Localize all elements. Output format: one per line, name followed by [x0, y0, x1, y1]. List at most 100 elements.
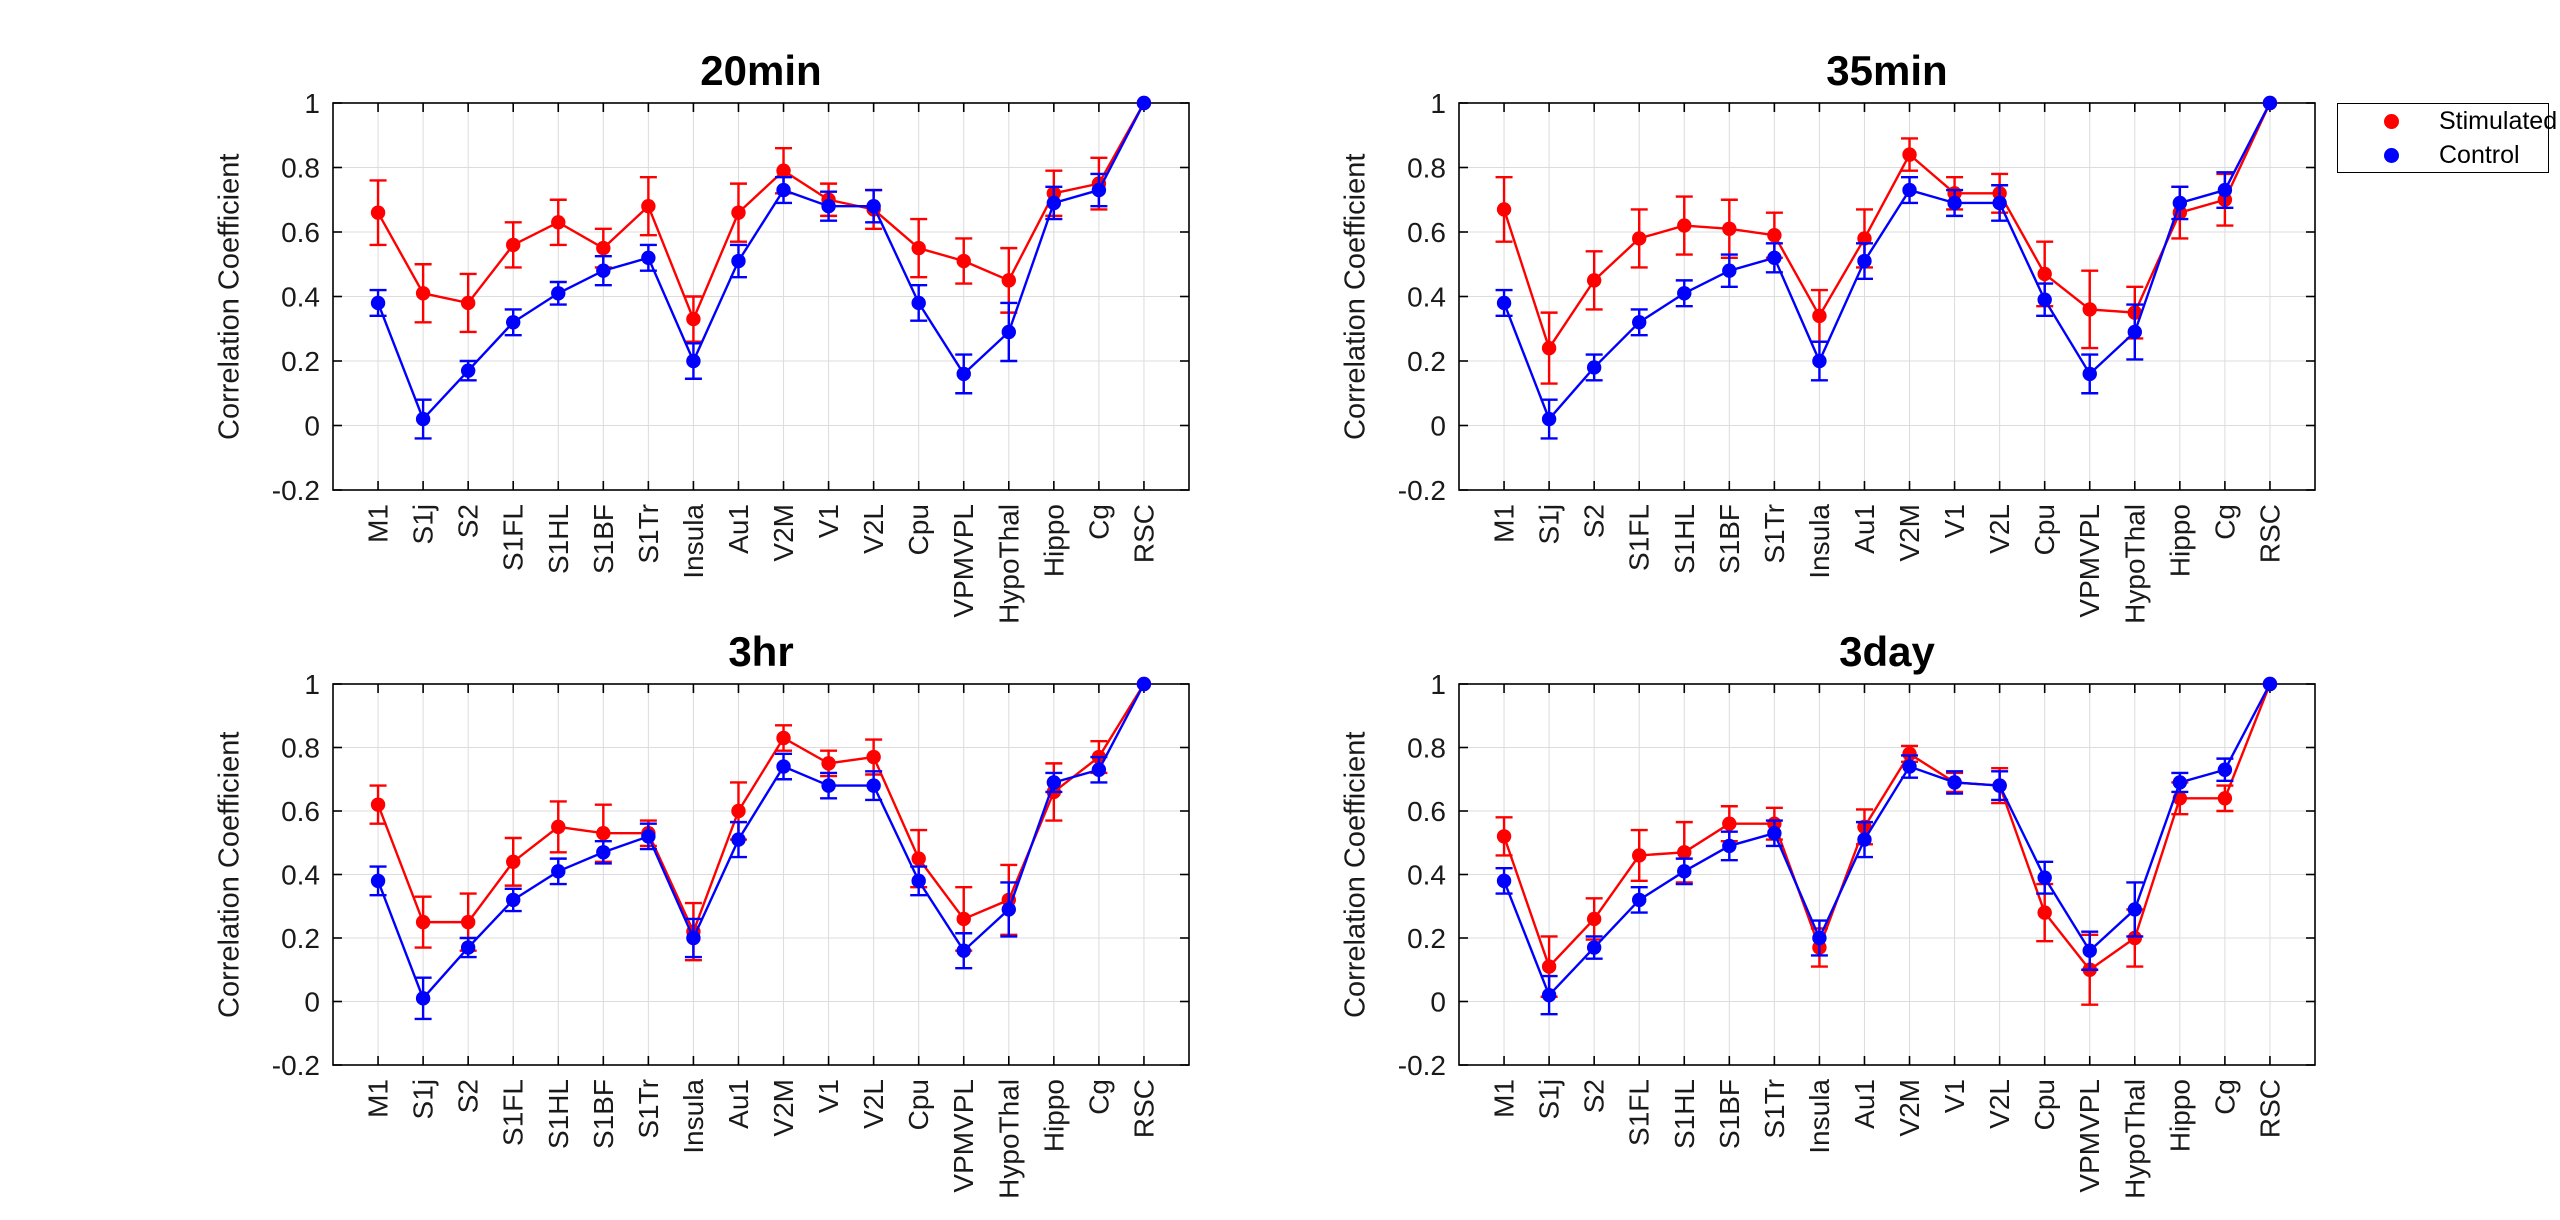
data-point	[1541, 987, 1557, 1003]
data-point	[1632, 231, 1647, 246]
svg-text:Insula: Insula	[1804, 504, 1835, 579]
svg-text:S1Tr: S1Tr	[1759, 504, 1790, 564]
data-point	[415, 411, 431, 427]
tick-marks	[333, 102, 1189, 491]
legend-item-stimulated: Stimulated	[2384, 108, 2557, 134]
series-line	[376, 102, 1146, 422]
svg-text:0.4: 0.4	[1407, 860, 1446, 891]
data-point	[506, 892, 521, 908]
control-marker-icon	[2384, 147, 2399, 163]
svg-text:Cg: Cg	[2209, 504, 2240, 540]
data-point	[956, 911, 971, 927]
data-point	[1677, 864, 1692, 879]
data-point	[1857, 231, 1872, 246]
data-point	[460, 295, 476, 311]
series-stimulated	[369, 676, 1152, 962]
data-point	[1001, 273, 1016, 288]
data-point	[686, 311, 701, 327]
data-point	[776, 730, 791, 746]
svg-text:S2: S2	[453, 1079, 484, 1113]
tick-marks	[1459, 683, 2315, 1066]
svg-text:S2: S2	[1579, 504, 1610, 538]
svg-text:0.4: 0.4	[281, 282, 320, 313]
data-point	[2262, 676, 2278, 692]
y-tick-labels: -0.2 0 0.2 0.4 0.6 0.8 1	[272, 88, 320, 506]
svg-text:Hippo: Hippo	[1038, 504, 1069, 577]
svg-text:Au1: Au1	[723, 1079, 754, 1129]
svg-text:S1HL: S1HL	[543, 1079, 574, 1149]
data-point	[2172, 775, 2188, 790]
svg-text:S1FL: S1FL	[1624, 1079, 1655, 1146]
data-point	[1001, 902, 1016, 917]
svg-text:Cpu: Cpu	[903, 1079, 934, 1130]
data-point	[2037, 905, 2052, 920]
tick-marks	[1459, 102, 2315, 491]
data-point	[1992, 195, 2007, 211]
data-point	[2262, 95, 2278, 111]
svg-text:0: 0	[304, 987, 320, 1018]
svg-text:VPMVPL: VPMVPL	[948, 1079, 979, 1193]
svg-text:0.4: 0.4	[281, 860, 320, 891]
svg-text:0.6: 0.6	[1407, 217, 1446, 248]
data-point	[1902, 746, 1917, 762]
data-point	[866, 778, 881, 793]
data-point	[415, 286, 431, 301]
data-point	[2127, 324, 2142, 340]
data-point	[1046, 775, 1062, 790]
svg-text:S1BF: S1BF	[1714, 1079, 1745, 1149]
svg-text:0.2: 0.2	[1407, 346, 1446, 377]
data-point	[1136, 676, 1152, 692]
svg-text:0.6: 0.6	[281, 217, 320, 248]
data-point	[1541, 411, 1557, 427]
svg-text:S1Tr: S1Tr	[1759, 1079, 1790, 1139]
data-point	[731, 253, 746, 269]
series-control	[1495, 95, 2278, 440]
y-axis-label-1: Correlation Coefficient	[213, 153, 246, 440]
svg-text:Au1: Au1	[1849, 1079, 1880, 1129]
svg-text:0.8: 0.8	[1407, 733, 1446, 764]
data-point	[2217, 762, 2233, 777]
svg-text:0.2: 0.2	[281, 923, 320, 954]
data-point	[506, 315, 521, 330]
data-point	[1857, 253, 1872, 269]
gridlines	[333, 684, 1189, 1065]
svg-text:M1: M1	[363, 504, 394, 543]
series-stimulated	[1495, 95, 2278, 385]
legend-item-control: Control	[2384, 142, 2548, 168]
svg-text:S1j: S1j	[1534, 504, 1565, 544]
data-point	[776, 759, 791, 774]
data-point	[1947, 775, 1962, 790]
data-point	[1496, 873, 1512, 889]
data-point	[911, 873, 926, 889]
data-point	[641, 829, 656, 844]
panel-35min: -0.2 0 0.2 0.4 0.6 0.8 1 M1 S1j S2 S1FL S1HL S1BF S1T…	[1398, 88, 2316, 624]
panel-title-3day: 3day	[1839, 628, 1935, 675]
data-point	[1496, 295, 1512, 311]
data-point	[1902, 759, 1917, 774]
svg-text:-0.2: -0.2	[1398, 1050, 1446, 1081]
data-point	[2217, 791, 2233, 806]
y-axis-label-2: Correlation Coefficient	[1339, 153, 1372, 440]
data-point	[2127, 902, 2142, 917]
svg-text:S1BF: S1BF	[588, 1079, 619, 1149]
data-point	[370, 873, 386, 889]
series-line	[1502, 683, 2272, 972]
svg-text:S1j: S1j	[408, 1079, 439, 1119]
data-point	[1767, 228, 1782, 243]
svg-text:S1Tr: S1Tr	[633, 504, 664, 564]
svg-text:V1: V1	[1939, 504, 1970, 538]
data-point	[1722, 221, 1737, 236]
svg-text:1: 1	[304, 88, 320, 119]
svg-text:V2L: V2L	[858, 1079, 889, 1129]
data-point	[596, 845, 611, 860]
panel-3hr: -0.2 0 0.2 0.4 0.6 0.8 1 M1 S1j S2 S1FL S1HL S1BF S1T…	[272, 669, 1190, 1199]
y-tick-labels: -0.2 0 0.2 0.4 0.6 0.8 1	[272, 669, 320, 1081]
svg-text:Au1: Au1	[723, 504, 754, 554]
data-point	[460, 940, 476, 955]
series-line	[377, 102, 1145, 323]
data-point	[506, 854, 521, 869]
svg-text:1: 1	[1430, 88, 1446, 119]
svg-text:Cpu: Cpu	[903, 504, 934, 555]
data-point	[596, 263, 611, 278]
